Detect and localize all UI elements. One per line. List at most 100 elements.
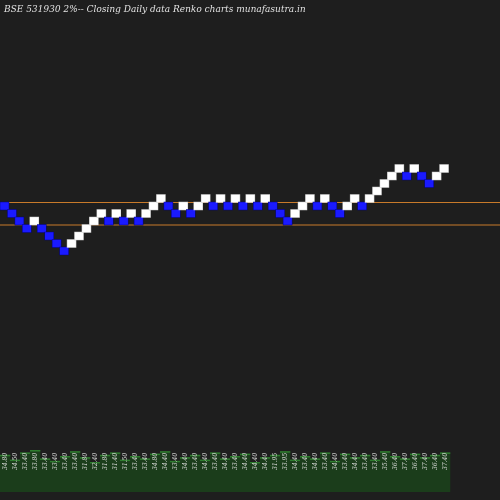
volume-label: 34.40 <box>262 453 269 470</box>
renko-brick-up <box>439 164 449 173</box>
renko-brick-up <box>320 194 330 203</box>
volume-bar-top <box>220 458 231 460</box>
volume-label: 36.40 <box>432 453 439 470</box>
volume-bar <box>360 454 371 492</box>
renko-brick-up <box>372 186 382 196</box>
volume-label: 33.95 <box>282 453 289 470</box>
renko-brick-up <box>200 194 211 203</box>
volume-label: 34.40 <box>292 453 299 470</box>
volume-bar-top <box>270 454 281 457</box>
volume-bar <box>230 456 241 492</box>
volume-bar <box>400 458 411 492</box>
volume-bar-top <box>190 454 201 457</box>
volume-bar-top <box>80 457 91 459</box>
volume-bar <box>320 452 331 492</box>
volume-bar-top <box>70 451 81 453</box>
chart-title: BSE 531930 2%-- Closing Daily data Renko… <box>3 5 306 15</box>
volume-bar <box>0 454 11 492</box>
volume-bar <box>260 457 271 492</box>
volume-label: 34.40 <box>332 453 339 470</box>
volume-bar-top <box>40 458 51 460</box>
renko-brick-up <box>96 209 107 218</box>
volume-bar <box>310 458 321 492</box>
renko-brick-down <box>44 231 54 241</box>
volume-area <box>0 450 451 492</box>
volume-bar-top <box>50 460 61 463</box>
volume-label: 37.40 <box>402 453 409 470</box>
volume-label: 33.40 <box>322 453 329 470</box>
volume-bar-top <box>240 453 251 456</box>
volume-bar-top <box>320 452 331 454</box>
volume-label: 34.40 <box>202 453 209 470</box>
renko-brick-up <box>245 194 256 203</box>
renko-brick-down <box>327 201 338 211</box>
volume-label: 33.40 <box>72 453 79 470</box>
volume-bar <box>350 457 361 492</box>
renko-brick-down <box>416 171 427 181</box>
volume-bar <box>210 452 221 492</box>
renko-brick-down <box>238 201 248 211</box>
volume-bar-top <box>120 459 131 462</box>
volume-bar-top <box>420 457 431 459</box>
volume-bar-top <box>310 458 321 460</box>
volume-label: 34.40 <box>222 453 229 470</box>
renko-brick-up <box>409 164 419 173</box>
volume-label: 31.80 <box>102 453 109 470</box>
volume-label: 33.40 <box>62 453 69 470</box>
volume-bar-top <box>150 453 161 456</box>
volume-bar-top <box>390 456 401 458</box>
volume-label: 34.50 <box>12 453 19 470</box>
volume-bar <box>120 459 131 492</box>
volume-bar <box>70 451 81 492</box>
volume-bar <box>30 450 41 492</box>
volume-label: 33.40 <box>22 453 29 470</box>
renko-brick-up <box>178 201 189 211</box>
renko-brick-down <box>275 209 285 218</box>
volume-label: 34.40 <box>182 453 189 470</box>
renko-brick-up <box>81 224 92 233</box>
renko-brick-down <box>282 216 293 226</box>
renko-brick-down <box>0 201 10 211</box>
renko-brick-up <box>29 216 40 226</box>
renko-brick-down <box>402 171 412 181</box>
renko-brick-down <box>133 216 144 226</box>
renko-brick-down <box>14 216 25 226</box>
volume-bar-top <box>90 462 101 464</box>
renko-brick-down <box>7 209 17 218</box>
renko-brick-up <box>66 239 77 248</box>
volume-bar-top <box>180 457 191 459</box>
renko-brick-up <box>156 194 166 203</box>
volume-bar <box>150 453 161 492</box>
volume-label: 34.40 <box>252 453 259 470</box>
volume-label: 31.50 <box>122 453 129 470</box>
volume-bar <box>220 458 231 492</box>
volume-label: 33.40 <box>212 453 219 470</box>
volume-bar <box>140 458 151 492</box>
renko-brick-up <box>342 201 352 211</box>
volume-bar-top <box>300 456 311 458</box>
volume-label: 34.40 <box>242 453 249 470</box>
volume-bar <box>60 456 71 492</box>
renko-brick-down <box>51 239 62 248</box>
volume-bar <box>250 462 261 492</box>
volume-label: 32.40 <box>92 453 99 470</box>
volume-label: 35.40 <box>382 453 389 470</box>
volume-bar <box>20 452 31 492</box>
volume-bar-top <box>230 456 241 458</box>
volume-bar <box>370 459 381 492</box>
volume-label: 33.40 <box>52 453 59 470</box>
volume-bar <box>330 460 341 492</box>
volume-bar <box>410 453 421 492</box>
volume-bar <box>440 452 451 492</box>
volume-bar <box>290 459 301 492</box>
volume-bar <box>340 453 351 492</box>
volume-bar <box>300 456 311 492</box>
volume-bar-top <box>260 457 271 459</box>
renko-brick-down <box>424 179 434 188</box>
volume-label: 33.40 <box>42 453 49 470</box>
volume-bar-top <box>280 451 291 453</box>
volume-bar-top <box>60 456 71 458</box>
renko-brick-up <box>387 171 397 181</box>
volume-bar <box>90 462 101 492</box>
volume-bar-top <box>200 459 211 462</box>
